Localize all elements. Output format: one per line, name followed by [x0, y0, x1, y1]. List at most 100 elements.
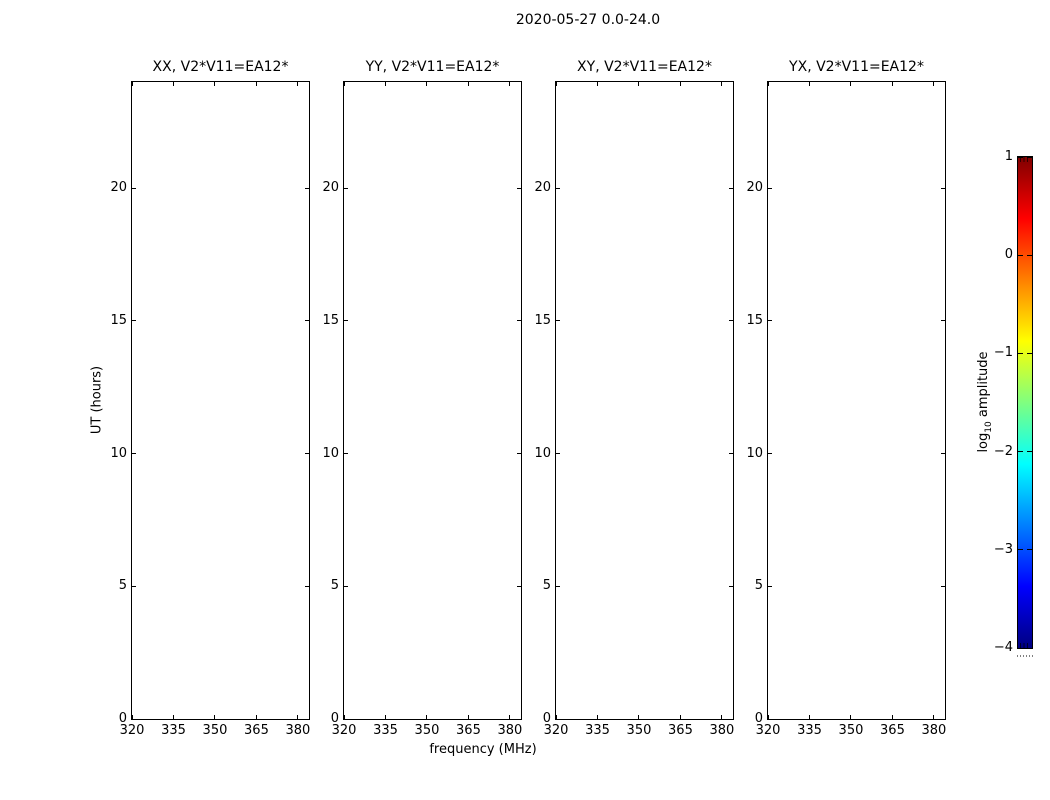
y-tick-label: 0 [542, 711, 551, 726]
y-tick-mark-right [517, 718, 521, 720]
colorbar-tick-label: 0 [1004, 247, 1013, 263]
x-tick-label: 350 [838, 723, 864, 738]
y-tick-label: 5 [542, 578, 551, 594]
y-tick-label: 15 [534, 312, 551, 328]
colorbar-tick-mark-right [1027, 352, 1032, 354]
x-tick-mark-top [426, 82, 428, 86]
colorbar-tick-label: −2 [993, 443, 1013, 459]
x-tick-label: 365 [880, 723, 905, 738]
y-tick-label: 15 [322, 312, 339, 328]
x-tick-label: 335 [161, 723, 186, 738]
x-tick-label: 320 [119, 723, 145, 738]
x-tick-mark-top [891, 82, 893, 86]
y-tick-mark-right [517, 187, 521, 189]
x-tick-label: 380 [709, 723, 735, 738]
x-tick-mark-bottom [679, 715, 681, 719]
colorbar-hatch-top [1020, 157, 1030, 162]
y-tick-label: 15 [746, 312, 763, 328]
x-tick-mark-top [172, 82, 174, 86]
x-tick-mark-bottom [172, 715, 174, 719]
colorbar-gradient [1018, 157, 1032, 648]
y-tick-label: 5 [330, 578, 339, 594]
colorbar-tick-mark-right [1027, 254, 1032, 256]
x-tick-label: 365 [456, 723, 481, 738]
x-tick-label: 350 [626, 723, 652, 738]
x-tick-mark-top [933, 82, 935, 86]
x-tick-mark-top [214, 82, 216, 86]
subplot-yy-title: YY, V2*V11=EA12* [365, 59, 500, 75]
x-tick-mark-bottom [426, 715, 428, 719]
colorbar-dots [1017, 655, 1033, 657]
y-tick-mark-left [768, 320, 772, 322]
y-tick-mark-right [729, 187, 733, 189]
y-tick-label: 0 [754, 711, 763, 726]
colorbar-label-subscript: 10 [983, 421, 994, 433]
colorbar-tick-mark-left [1018, 352, 1023, 354]
subplot-xx-title: XX, V2*V11=EA12* [152, 59, 289, 75]
y-tick-mark-left [344, 453, 348, 455]
y-tick-label: 20 [534, 180, 551, 196]
y-tick-mark-right [517, 453, 521, 455]
y-tick-label: 10 [746, 445, 763, 461]
x-tick-mark-bottom [933, 715, 935, 719]
y-tick-mark-left [132, 585, 136, 587]
x-tick-label: 335 [797, 723, 822, 738]
x-tick-mark-bottom [721, 715, 723, 719]
x-tick-mark-bottom [255, 715, 257, 719]
y-tick-mark-left [556, 718, 560, 720]
x-tick-label: 335 [585, 723, 610, 738]
y-tick-mark-right [941, 187, 945, 189]
y-tick-mark-left [344, 320, 348, 322]
y-tick-mark-right [305, 453, 309, 455]
y-tick-mark-left [556, 453, 560, 455]
y-tick-mark-left [132, 453, 136, 455]
y-tick-mark-left [132, 718, 136, 720]
x-tick-mark-top [509, 82, 511, 86]
subplot-xx: XX, V2*V11=EA12* 320 335 350 365 380 0 5 10 15 20 [110, 59, 310, 738]
colorbar-hatch-bottom [1020, 643, 1030, 648]
x-tick-mark-top [131, 82, 133, 86]
x-tick-mark-bottom [850, 715, 852, 719]
subplot-yx: YX, V2*V11=EA12* 320 335 350 365 380 0 5 10 15 20 [746, 59, 946, 738]
colorbar-tick-mark-right [1027, 549, 1032, 551]
colorbar-tick-mark-right [1027, 647, 1032, 649]
y-tick-label: 10 [322, 445, 339, 461]
x-tick-mark-top [767, 82, 769, 86]
x-tick-mark-bottom [384, 715, 386, 719]
y-tick-mark-left [556, 187, 560, 189]
colorbar-tick-mark-left [1018, 451, 1023, 453]
y-tick-label: 20 [110, 180, 127, 196]
x-tick-mark-bottom [297, 715, 299, 719]
y-tick-mark-left [768, 453, 772, 455]
x-tick-label: 350 [202, 723, 228, 738]
y-tick-label: 10 [534, 445, 551, 461]
x-tick-mark-bottom [343, 715, 345, 719]
x-tick-mark-top [297, 82, 299, 86]
x-tick-mark-top [721, 82, 723, 86]
x-tick-mark-bottom [808, 715, 810, 719]
subplot-xy-title: XY, V2*V11=EA12* [577, 59, 712, 75]
x-tick-mark-bottom [638, 715, 640, 719]
y-tick-mark-right [941, 585, 945, 587]
y-tick-mark-right [729, 585, 733, 587]
y-tick-mark-right [305, 718, 309, 720]
y-tick-label: 0 [118, 711, 127, 726]
y-tick-mark-right [517, 585, 521, 587]
x-tick-mark-top [638, 82, 640, 86]
y-tick-mark-left [344, 187, 348, 189]
y-tick-label: 5 [754, 578, 763, 594]
colorbar-tick-label: −1 [993, 345, 1013, 361]
y-tick-mark-right [305, 585, 309, 587]
x-tick-label: 320 [331, 723, 357, 738]
x-tick-mark-bottom [555, 715, 557, 719]
colorbar-label-suffix: amplitude [976, 351, 992, 422]
y-tick-label: 0 [330, 711, 339, 726]
y-tick-mark-right [305, 187, 309, 189]
y-tick-mark-left [344, 585, 348, 587]
x-tick-mark-bottom [767, 715, 769, 719]
x-tick-label: 320 [755, 723, 781, 738]
colorbar-axis-label: log10 amplitude [976, 351, 994, 452]
colorbar-tick-label: 1 [1004, 149, 1013, 164]
y-axis-label: UT (hours) [89, 365, 105, 435]
